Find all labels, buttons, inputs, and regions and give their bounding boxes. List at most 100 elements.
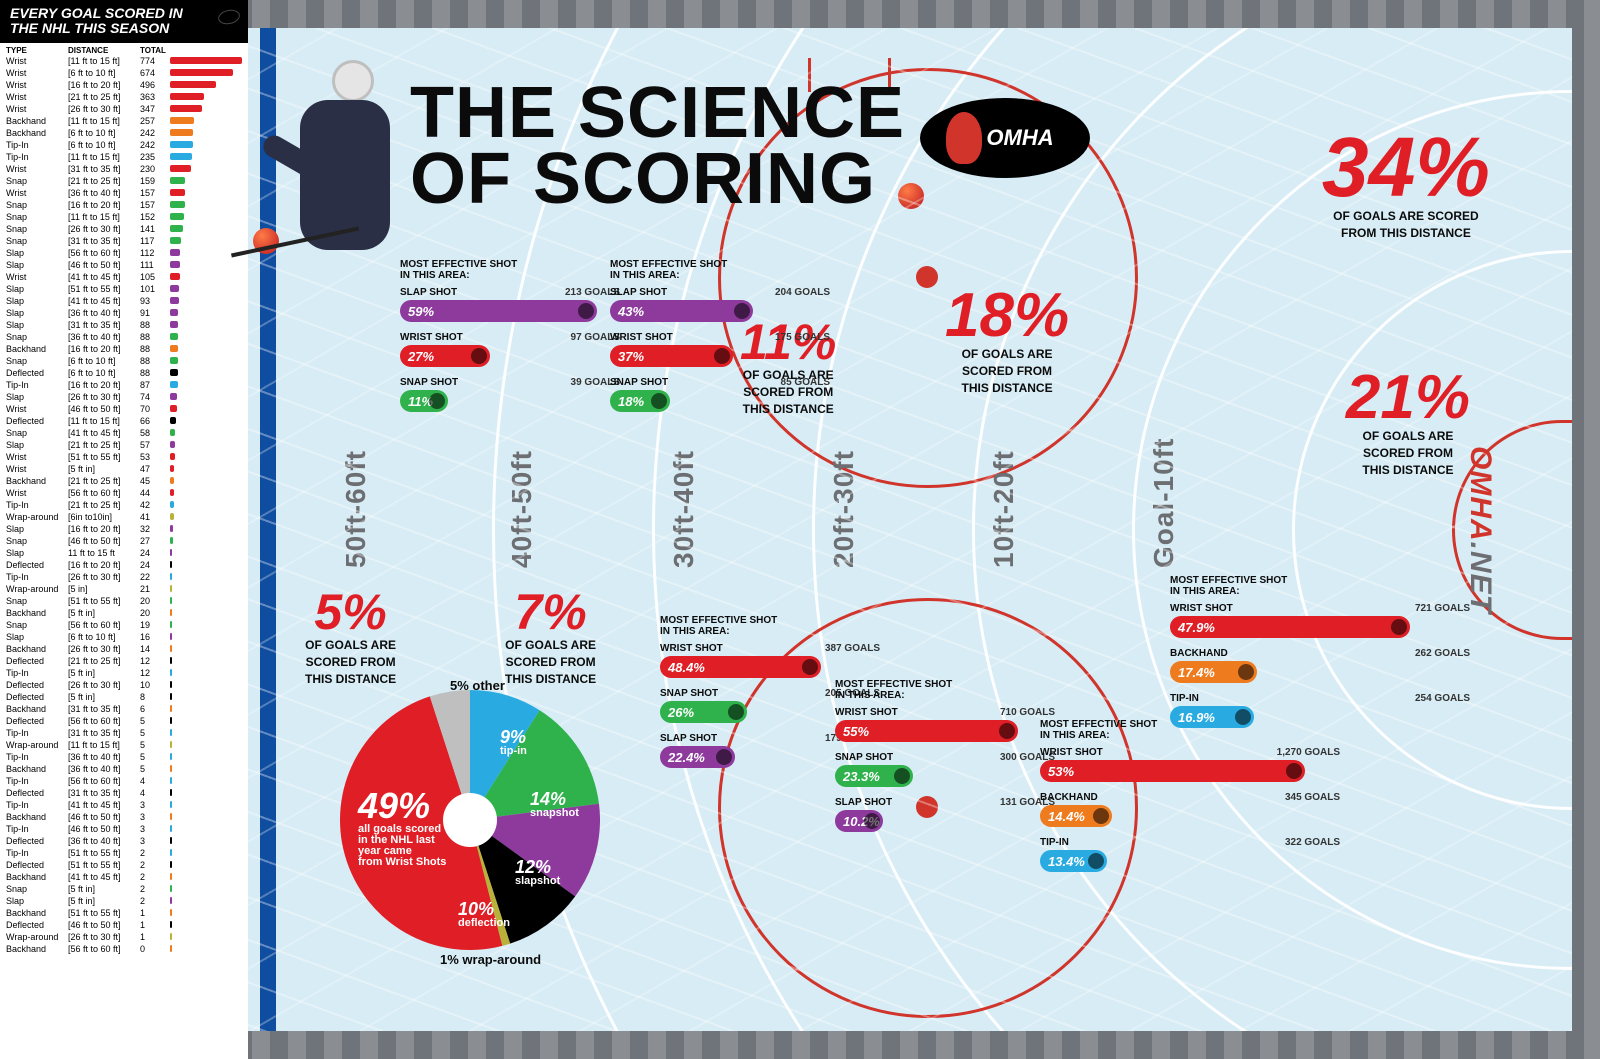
- dist-2030: 20ft-30ft: [828, 450, 860, 568]
- table-row: Snap[51 ft to 55 ft]20: [0, 595, 248, 607]
- shot-group-1020: MOST EFFECTIVE SHOTIN THIS AREA:WRIST SH…: [1040, 720, 1340, 882]
- table-row: Snap[56 ft to 60 ft]19: [0, 619, 248, 631]
- table-row: Wrist[41 ft to 45 ft]105: [0, 271, 248, 283]
- omha-text: OMHA: [986, 125, 1053, 151]
- title-line2: OF SCORING: [410, 146, 905, 212]
- callout-7: 7% OF GOALS ARE SCORED FROM THIS DISTANC…: [505, 590, 596, 687]
- sub-34a: OF GOALS ARE SCORED: [1322, 210, 1490, 223]
- shot-row: WRIST SHOT710 GOALS55%: [835, 707, 1055, 742]
- table-row: Wrist[56 ft to 60 ft]44: [0, 487, 248, 499]
- pie-49: 49% all goals scored in the NHL last yea…: [358, 788, 446, 868]
- callout-18: 18% OF GOALS ARE SCORED FROM THIS DISTAN…: [945, 288, 1069, 395]
- side-cols: TYPE DISTANCE TOTAL: [0, 43, 248, 55]
- table-row: Backhand[5 ft in]20: [0, 607, 248, 619]
- sub-21c: THIS DISTANCE: [1346, 464, 1470, 477]
- pct-21: 21%: [1346, 370, 1470, 426]
- table-row: Snap[16 ft to 20 ft]157: [0, 199, 248, 211]
- table-row: Wrist[5 ft in]47: [0, 463, 248, 475]
- group-header: MOST EFFECTIVE SHOTIN THIS AREA:: [660, 616, 880, 637]
- table-row: Wrist[46 ft to 50 ft]70: [0, 403, 248, 415]
- shot-row: BACKHAND262 GOALS17.4%: [1170, 648, 1470, 683]
- sub-7a: OF GOALS ARE: [505, 639, 596, 652]
- logo-red: OMHA: [1464, 446, 1497, 542]
- table-row: Wrist[26 ft to 30 ft]347: [0, 103, 248, 115]
- shot-row: WRIST SHOT1,270 GOALS53%: [1040, 747, 1340, 782]
- side-h1: EVERY GOAL SCORED IN: [10, 6, 238, 21]
- table-row: Snap[26 ft to 30 ft]141: [0, 223, 248, 235]
- table-row: Snap[31 ft to 35 ft]117: [0, 235, 248, 247]
- table-row: Backhand[46 ft to 50 ft]3: [0, 811, 248, 823]
- table-row: Backhand[11 ft to 15 ft]257: [0, 115, 248, 127]
- side-header: EVERY GOAL SCORED IN THE NHL THIS SEASON: [0, 0, 248, 43]
- table-row: Backhand[36 ft to 40 ft]5: [0, 763, 248, 775]
- table-row: Wrap-around[26 ft to 30 ft]1: [0, 931, 248, 943]
- table-row: Backhand[56 ft to 60 ft]0: [0, 943, 248, 955]
- table-row: Tip-In[31 ft to 35 ft]5: [0, 727, 248, 739]
- callout-34: 34% OF GOALS ARE SCORED FROM THIS DISTAN…: [1322, 130, 1490, 240]
- table-row: Deflected[11 ft to 15 ft]66: [0, 415, 248, 427]
- sub-7c: THIS DISTANCE: [505, 673, 596, 686]
- pie-slap: 12%slapshot: [515, 858, 560, 887]
- dist-1020: 10ft-20ft: [988, 450, 1020, 568]
- table-row: Wrist[16 ft to 20 ft]496: [0, 79, 248, 91]
- table-row: Deflected[36 ft to 40 ft]3: [0, 835, 248, 847]
- table-row: Tip-In[51 ft to 55 ft]2: [0, 847, 248, 859]
- pct-7: 7%: [505, 590, 596, 635]
- table-row: Deflected[46 ft to 50 ft]1: [0, 919, 248, 931]
- pie-snap: 14%snapshot: [530, 790, 579, 819]
- table-row: Wrap-around[5 in]21: [0, 583, 248, 595]
- shot-group-goal10: MOST EFFECTIVE SHOTIN THIS AREA:WRIST SH…: [1170, 576, 1470, 738]
- table-row: Tip-In[5 ft in]12: [0, 667, 248, 679]
- pie-49-pct: 49%: [358, 788, 446, 824]
- table-row: Slap[46 ft to 50 ft]111: [0, 259, 248, 271]
- col-total: TOTAL: [140, 46, 170, 55]
- table-row: Snap[41 ft to 45 ft]58: [0, 427, 248, 439]
- table-row: Backhand[21 ft to 25 ft]45: [0, 475, 248, 487]
- pie-other: 5% other: [450, 678, 505, 693]
- title-line1: THE SCIENCE: [410, 80, 905, 146]
- table-row: Slap[56 ft to 60 ft]112: [0, 247, 248, 259]
- table-row: Backhand[16 ft to 20 ft]88: [0, 343, 248, 355]
- main-title: THE SCIENCE OF SCORING: [410, 80, 905, 212]
- shot-row: TIP-IN254 GOALS16.9%: [1170, 693, 1470, 728]
- table-row: Wrist[36 ft to 40 ft]157: [0, 187, 248, 199]
- table-row: Deflected[16 ft to 20 ft]24: [0, 559, 248, 571]
- table-row: Tip-In[36 ft to 40 ft]5: [0, 751, 248, 763]
- table-row: Snap[36 ft to 40 ft]88: [0, 331, 248, 343]
- shot-row: WRIST SHOT175 GOALS37%: [610, 332, 830, 367]
- shot-row: SNAP SHOT300 GOALS23.3%: [835, 752, 1055, 787]
- pie-wrap: 1% wrap-around: [440, 952, 541, 967]
- dist-5060: 50ft-60ft: [340, 450, 372, 568]
- group-header: MOST EFFECTIVE SHOTIN THIS AREA:: [400, 260, 620, 281]
- sub-7b: SCORED FROM: [505, 656, 596, 669]
- sub-18a: OF GOALS ARE: [945, 348, 1069, 361]
- side-panel: EVERY GOAL SCORED IN THE NHL THIS SEASON…: [0, 0, 248, 1059]
- dist-goal: Goal-10ft: [1148, 438, 1180, 568]
- table-row: Deflected[5 ft in]8: [0, 691, 248, 703]
- table-row: Wrap-around[6in to10in]41: [0, 511, 248, 523]
- table-row: Wrist[21 ft to 25 ft]363: [0, 91, 248, 103]
- table-row: Snap[21 ft to 25 ft]159: [0, 175, 248, 187]
- table-row: Tip-In[21 ft to 25 ft]42: [0, 499, 248, 511]
- player-illustration: [260, 60, 440, 290]
- table-row: Slap[31 ft to 35 ft]88: [0, 319, 248, 331]
- table-row: Tip-In[11 ft to 15 ft]235: [0, 151, 248, 163]
- sub-5a: OF GOALS ARE: [305, 639, 396, 652]
- table-row: Backhand[41 ft to 45 ft]2: [0, 871, 248, 883]
- table-row: Slap[26 ft to 30 ft]74: [0, 391, 248, 403]
- table-row: Wrap-around[11 ft to 15 ft]5: [0, 739, 248, 751]
- table-row: Backhand[51 ft to 55 ft]1: [0, 907, 248, 919]
- table-row: Wrist[11 ft to 15 ft]774: [0, 55, 248, 67]
- table-row: Tip-In[16 ft to 20 ft]87: [0, 379, 248, 391]
- table-row: Snap[6 ft to 10 ft]88: [0, 355, 248, 367]
- shot-group-4050: MOST EFFECTIVE SHOTIN THIS AREA:SLAP SHO…: [610, 260, 830, 422]
- col-type: TYPE: [6, 46, 68, 55]
- shot-group-5060: MOST EFFECTIVE SHOTIN THIS AREA:SLAP SHO…: [400, 260, 620, 422]
- table-row: Wrist[51 ft to 55 ft]53: [0, 451, 248, 463]
- dist-4050: 40ft-50ft: [506, 450, 538, 568]
- table-row: Tip-In[26 ft to 30 ft]22: [0, 571, 248, 583]
- omha-badge: OMHA: [920, 98, 1090, 178]
- table-row: Deflected[21 ft to 25 ft]12: [0, 655, 248, 667]
- shot-row: SLAP SHOT131 GOALS10.2%: [835, 797, 1055, 832]
- pie-tip: 9%tip-in: [500, 728, 527, 757]
